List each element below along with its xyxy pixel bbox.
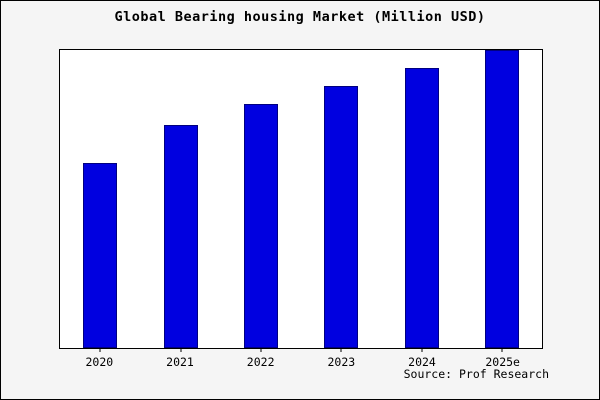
x-tick-label-2023: 2023 bbox=[327, 355, 356, 369]
x-tick-label-2024: 2024 bbox=[408, 355, 436, 369]
chart-title: Global Bearing housing Market (Million U… bbox=[114, 9, 486, 25]
bar-2021 bbox=[163, 124, 198, 348]
bar-2020 bbox=[83, 163, 118, 348]
x-axis-labels: 2020 2021 2022 2023 2024 2025e bbox=[59, 355, 543, 371]
source-text: Source: Prof Research bbox=[403, 367, 549, 381]
x-axis-tick bbox=[180, 348, 181, 352]
x-tick-label-2020: 2020 bbox=[85, 355, 114, 369]
x-axis-tick bbox=[501, 348, 503, 352]
x-tick-label-2022: 2022 bbox=[246, 355, 275, 369]
x-axis-tick bbox=[99, 348, 101, 352]
x-tick-label-2025e: 2025e bbox=[485, 355, 520, 369]
x-axis-tick bbox=[260, 348, 262, 352]
plot-area bbox=[59, 49, 543, 352]
x-tick-label-2021: 2021 bbox=[166, 355, 194, 369]
bar-2022 bbox=[243, 103, 278, 348]
bar-2025e bbox=[484, 50, 519, 348]
bar-2023 bbox=[324, 85, 359, 348]
bar-2024 bbox=[404, 67, 439, 348]
x-axis-tick bbox=[340, 348, 342, 352]
x-axis-tick bbox=[421, 348, 422, 352]
